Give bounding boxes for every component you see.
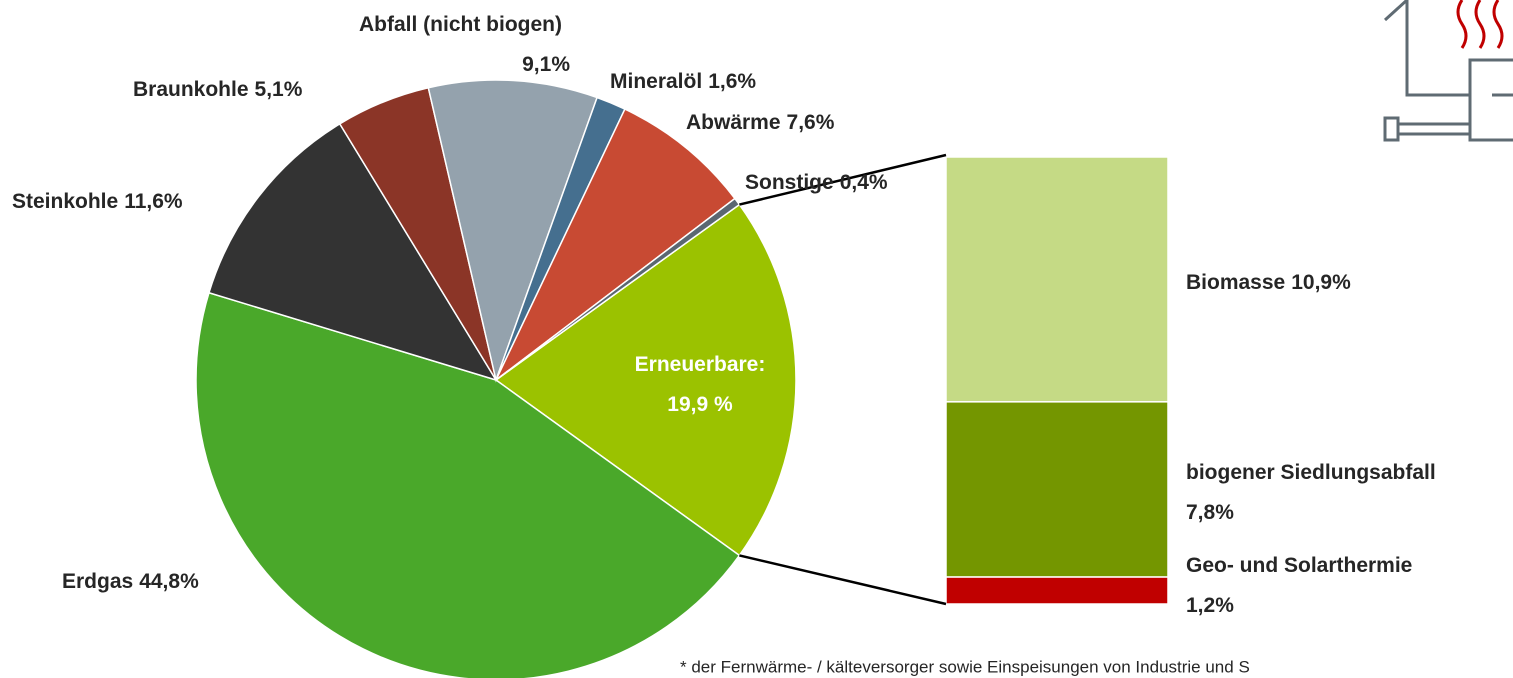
label-name: Geo- und Solarthermie <box>1186 554 1412 577</box>
data-label: Sonstige 0,4% <box>745 171 888 194</box>
data-label: Erneuerbare: 19,9 % <box>635 353 766 416</box>
bar-segment <box>945 576 1169 605</box>
data-label: Mineralöl 1,6% <box>610 70 756 93</box>
pie-slice <box>495 108 736 381</box>
data-label: Erdgas 44,8% <box>62 570 199 593</box>
label-value: 7,8% <box>1186 501 1234 524</box>
data-label: Steinkohle 11,6% <box>12 190 183 213</box>
label-name: Steinkohle <box>12 190 118 213</box>
footnote: * der Fernwärme- / kälteversorger sowie … <box>680 657 1250 676</box>
label-value: 7,6% <box>787 111 835 134</box>
label-value: 44,8% <box>139 570 199 593</box>
pie-slice <box>427 79 599 383</box>
label-name: Abfall (nicht biogen) <box>359 13 562 36</box>
radiator-icon <box>1383 0 1513 142</box>
data-label: biogener Siedlungsabfall 7,8% <box>1186 461 1436 524</box>
pie-slice <box>195 291 741 678</box>
label-name: Erneuerbare: <box>635 353 766 376</box>
label-value: 19,9 % <box>667 393 733 416</box>
label-name: Sonstige <box>745 171 834 194</box>
data-label: Abfall (nicht biogen) 9,1% <box>359 13 570 76</box>
connector <box>739 554 947 606</box>
pie-slice <box>208 122 498 382</box>
bar-segment <box>945 156 1169 403</box>
label-value: 10,9% <box>1291 271 1351 294</box>
label-name: Abwärme <box>686 111 781 134</box>
label-value: 11,6% <box>124 190 183 213</box>
label-value: 0,4% <box>840 171 888 194</box>
data-label: Biomasse 10,9% <box>1186 271 1351 294</box>
heat-waves <box>1456 0 1504 49</box>
label-value: 9,1% <box>522 53 570 76</box>
label-value: 1,2% <box>1186 594 1234 617</box>
pie-slice <box>495 197 741 381</box>
label-name: Erdgas <box>62 570 133 593</box>
label-name: Braunkohle <box>133 78 249 101</box>
bar-segment <box>945 401 1169 578</box>
connector <box>739 153 947 206</box>
data-label: Braunkohle 5,1% <box>133 78 303 101</box>
label-value: 1,6% <box>708 70 756 93</box>
label-name: biogener Siedlungsabfall <box>1186 461 1436 484</box>
data-label: Geo- und Solarthermie 1,2% <box>1186 554 1412 617</box>
label-value: 5,1% <box>255 78 303 101</box>
label-name: Mineralöl <box>610 70 702 93</box>
label-name: Biomasse <box>1186 271 1285 294</box>
data-label: Abwärme 7,6% <box>686 111 835 134</box>
pie-slice <box>494 203 797 557</box>
